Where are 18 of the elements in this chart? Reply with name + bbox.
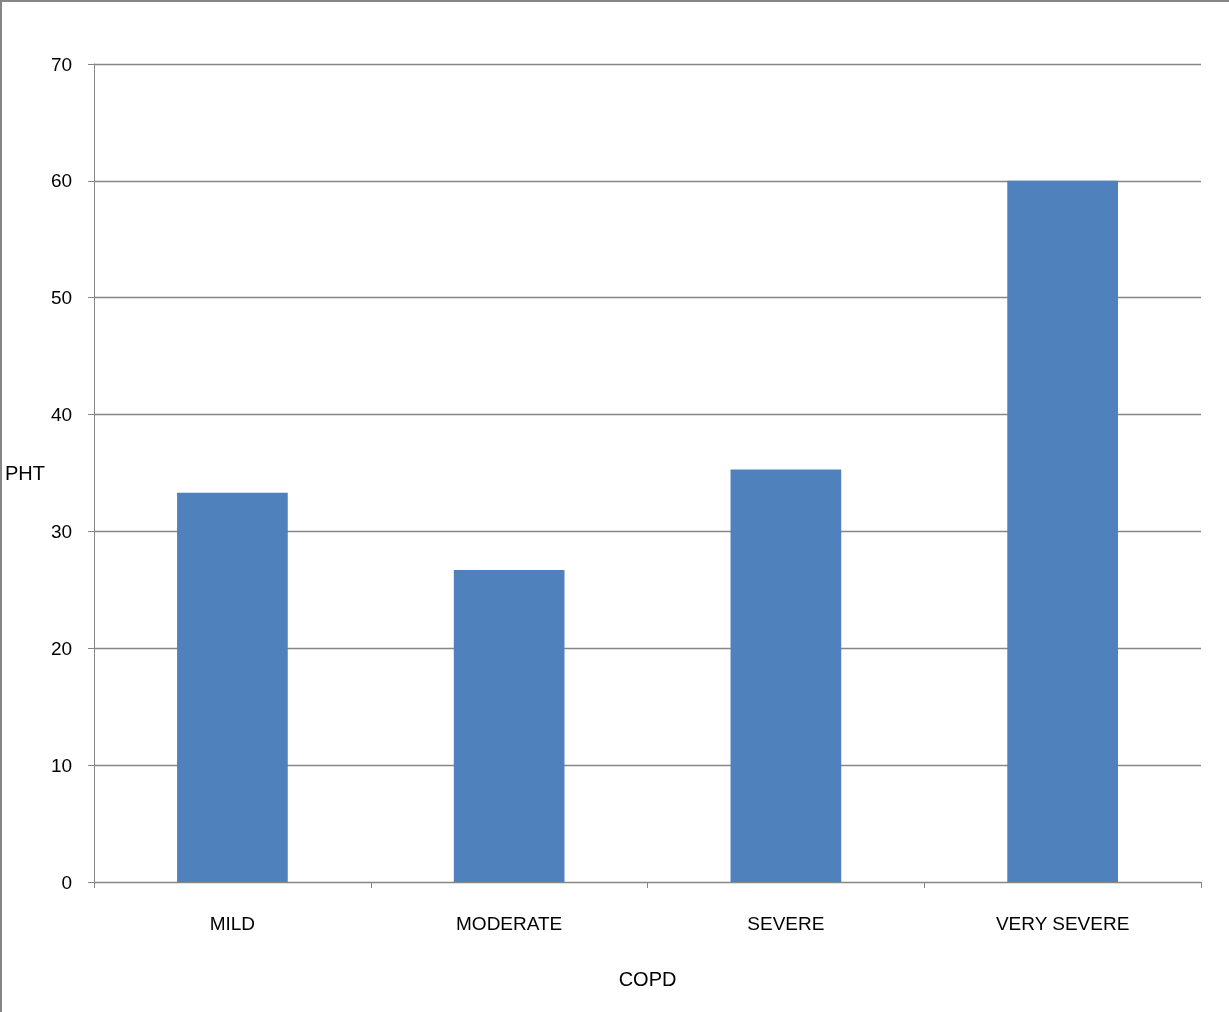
x-tick-label: MILD (209, 913, 256, 934)
y-axis-title: PHT (5, 462, 45, 484)
y-tick-label: 60 (50, 170, 73, 192)
y-tick-label: 30 (50, 520, 73, 542)
y-tick-label: 10 (50, 754, 73, 776)
x-tick-label: SEVERE (747, 913, 825, 934)
x-tick-label: MODERATE (456, 913, 563, 934)
bar (177, 492, 288, 882)
y-tick-label: 70 (50, 53, 73, 75)
bar (453, 569, 565, 882)
bar (730, 469, 842, 882)
y-tick-label: 50 (50, 287, 73, 309)
y-tick-label: 40 (50, 404, 73, 426)
x-axis-title: COPD (618, 968, 677, 990)
bar (1007, 180, 1118, 882)
x-tick-label: VERY SEVERE (995, 913, 1130, 934)
y-tick-label: 0 (61, 871, 73, 893)
y-tick-label: 20 (50, 637, 73, 659)
